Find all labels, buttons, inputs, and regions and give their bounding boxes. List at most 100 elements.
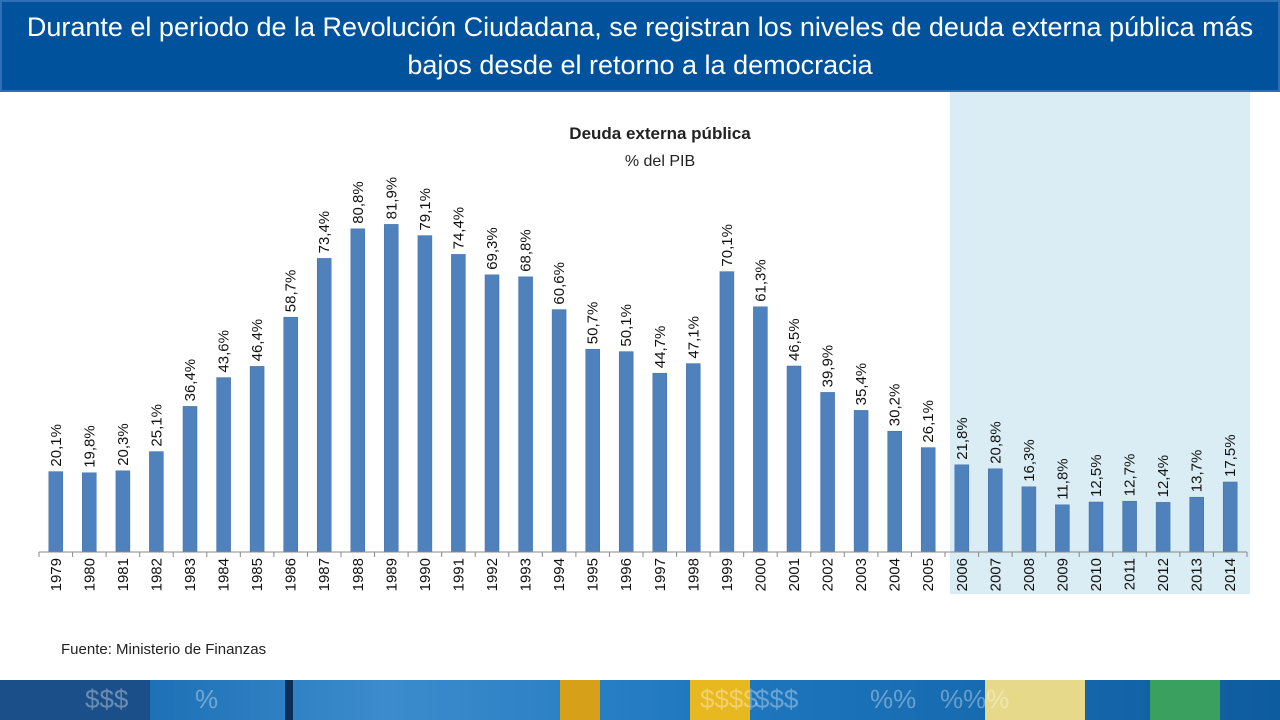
x-tick-label-1995: 1995	[585, 558, 602, 591]
x-tick-label-1987: 1987	[316, 558, 333, 591]
bar-2007	[988, 468, 1003, 553]
bar-1992	[484, 274, 500, 553]
data-label-2004: 30,2%	[887, 384, 904, 427]
bar-2011	[1122, 500, 1137, 553]
bar-1982	[149, 451, 164, 553]
chart-subtitle: % del PIB	[624, 153, 696, 170]
data-label-1981: 20,3%	[115, 423, 132, 466]
bar-1981	[115, 470, 131, 553]
bar-1991	[451, 254, 466, 553]
bar-1979	[48, 471, 64, 553]
bar-1989	[384, 224, 399, 553]
bar-2000	[753, 306, 768, 553]
data-label-1997: 44,7%	[652, 326, 669, 369]
x-tick-label-1985: 1985	[249, 558, 266, 591]
bar-1993	[518, 276, 533, 553]
footer-segment	[285, 680, 293, 720]
x-tick-label-1998: 1998	[685, 558, 702, 591]
footer-glyph: %%%	[940, 684, 1010, 714]
bar-1996	[618, 351, 634, 553]
data-label-1991: 74,4%	[450, 207, 467, 250]
x-tick-label-1979: 1979	[48, 558, 65, 591]
footer-segment	[1150, 680, 1220, 720]
x-tick-label-2005: 2005	[920, 558, 937, 591]
x-tick-label-2001: 2001	[786, 558, 803, 591]
page-title: Durante el periodo de la Revolución Ciud…	[26, 12, 1254, 80]
bar-1994	[551, 309, 567, 553]
footer-glyph: %	[195, 684, 219, 714]
footer-glyph: $$$	[755, 684, 799, 714]
x-tick-label-1980: 1980	[81, 558, 98, 591]
footer-segment	[985, 680, 1085, 720]
x-tick-label-2000: 2000	[752, 558, 769, 591]
data-label-2001: 46,5%	[786, 318, 803, 361]
bar-1988	[350, 228, 366, 553]
data-label-1979: 20,1%	[48, 424, 65, 467]
x-tick-label-2014: 2014	[1222, 558, 1239, 591]
bar-1980	[82, 472, 97, 553]
x-tick-label-1983: 1983	[182, 558, 199, 591]
x-tick-label-1988: 1988	[350, 558, 367, 591]
footer-glyph: %%	[870, 684, 917, 714]
data-label-2008: 16,3%	[1021, 439, 1038, 482]
bar-1990	[417, 235, 433, 553]
bar-1986	[283, 316, 298, 553]
footer-segment	[560, 680, 600, 720]
data-label-1985: 46,4%	[249, 319, 266, 362]
data-label-2003: 35,4%	[853, 363, 870, 406]
data-label-2000: 61,3%	[752, 259, 769, 302]
x-tick-label-1997: 1997	[652, 558, 669, 591]
data-label-1999: 70,1%	[719, 224, 736, 267]
data-label-1996: 50,1%	[618, 304, 635, 347]
bar-2009	[1055, 504, 1070, 553]
bar-1997	[652, 372, 668, 553]
x-tick-label-1994: 1994	[551, 558, 568, 591]
data-label-2002: 39,9%	[820, 345, 837, 388]
x-tick-label-2012: 2012	[1155, 558, 1172, 591]
footer-glyph: $$$	[85, 684, 129, 714]
bar-2001	[786, 365, 802, 553]
data-label-2009: 11,8%	[1054, 458, 1071, 499]
x-tick-label-2004: 2004	[887, 558, 904, 591]
bar-2003	[853, 410, 869, 553]
bar-2010	[1088, 501, 1104, 553]
bar-1999	[719, 271, 735, 553]
data-label-1992: 69,3%	[484, 227, 501, 270]
data-label-1989: 81,9%	[383, 177, 400, 220]
x-tick-label-1996: 1996	[618, 558, 635, 591]
title-banner: Durante el periodo de la Revolución Ciud…	[0, 0, 1280, 92]
bar-2008	[1021, 486, 1037, 553]
data-label-1995: 50,7%	[585, 302, 602, 345]
footer-segment	[0, 680, 150, 720]
data-label-1984: 43,6%	[216, 330, 233, 373]
bar-2004	[887, 430, 902, 553]
x-tick-label-2007: 2007	[987, 558, 1004, 591]
data-label-2013: 13,7%	[1189, 450, 1206, 493]
x-tick-label-2009: 2009	[1054, 558, 1071, 591]
x-tick-label-1990: 1990	[417, 558, 434, 591]
data-label-2007: 20,8%	[987, 421, 1004, 464]
footer-segment	[690, 680, 750, 720]
x-tick-label-1982: 1982	[148, 558, 165, 591]
x-tick-label-1993: 1993	[518, 558, 535, 591]
data-label-1994: 60,6%	[551, 262, 568, 305]
data-label-2014: 17,5%	[1222, 434, 1239, 477]
bar-1995	[585, 348, 600, 553]
x-tick-label-1989: 1989	[383, 558, 400, 591]
x-tick-label-2010: 2010	[1088, 558, 1105, 591]
x-tick-label-1992: 1992	[484, 558, 501, 591]
x-tick-label-2013: 2013	[1189, 558, 1206, 591]
data-label-1998: 47,1%	[685, 316, 702, 359]
bar-2014	[1222, 481, 1238, 553]
x-tick-label-2011: 2011	[1122, 558, 1139, 590]
data-label-1983: 36,4%	[182, 359, 199, 402]
x-tick-label-1991: 1991	[450, 558, 467, 591]
bar-1987	[316, 258, 332, 553]
data-label-2011: 12,7%	[1122, 454, 1139, 497]
source-note: Fuente: Ministerio de Finanzas	[61, 641, 267, 658]
data-label-2006: 21,8%	[954, 417, 971, 460]
x-tick-label-2008: 2008	[1021, 558, 1038, 591]
data-label-2005: 26,1%	[920, 400, 937, 443]
data-label-1980: 19,8%	[81, 425, 98, 468]
